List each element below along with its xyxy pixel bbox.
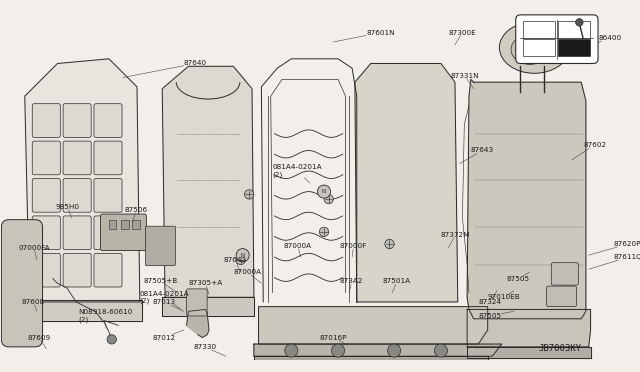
Text: 87643: 87643 xyxy=(224,257,247,272)
FancyBboxPatch shape xyxy=(551,263,579,285)
FancyBboxPatch shape xyxy=(32,179,60,212)
Polygon shape xyxy=(467,310,591,347)
FancyBboxPatch shape xyxy=(94,104,122,137)
Ellipse shape xyxy=(511,35,548,64)
Text: 87330: 87330 xyxy=(193,344,226,356)
Text: N: N xyxy=(322,189,326,194)
Text: 07000FA: 07000FA xyxy=(18,245,50,260)
Text: 87505: 87505 xyxy=(478,311,514,319)
Text: N: N xyxy=(241,253,244,258)
Text: 87000A: 87000A xyxy=(234,269,262,283)
FancyBboxPatch shape xyxy=(94,179,122,212)
Text: 87506: 87506 xyxy=(125,207,148,222)
Text: 87611Q: 87611Q xyxy=(589,254,640,269)
Text: 873A2: 873A2 xyxy=(340,278,364,293)
Text: N08918-60610
(2): N08918-60610 (2) xyxy=(78,309,132,328)
Polygon shape xyxy=(254,344,502,356)
FancyBboxPatch shape xyxy=(63,141,91,175)
Polygon shape xyxy=(25,59,140,302)
FancyBboxPatch shape xyxy=(63,179,91,212)
FancyBboxPatch shape xyxy=(32,104,60,137)
Bar xyxy=(558,22,589,38)
Text: 87372M: 87372M xyxy=(441,232,470,248)
FancyBboxPatch shape xyxy=(94,141,122,175)
Bar xyxy=(524,22,555,38)
Bar xyxy=(121,220,129,229)
Polygon shape xyxy=(355,64,458,302)
Circle shape xyxy=(388,344,401,357)
Text: 87609: 87609 xyxy=(28,334,51,349)
Polygon shape xyxy=(467,79,586,319)
FancyBboxPatch shape xyxy=(32,253,60,287)
Polygon shape xyxy=(467,347,591,358)
Polygon shape xyxy=(22,300,141,321)
Text: 985H0: 985H0 xyxy=(56,203,79,218)
Circle shape xyxy=(575,19,583,26)
Polygon shape xyxy=(163,66,254,297)
FancyBboxPatch shape xyxy=(516,15,598,64)
Text: 87012: 87012 xyxy=(153,330,184,340)
Text: 87620P: 87620P xyxy=(589,241,640,255)
Text: 87608: 87608 xyxy=(22,299,45,311)
FancyBboxPatch shape xyxy=(63,253,91,287)
FancyBboxPatch shape xyxy=(63,104,91,137)
Text: 081A4-0201A
(2): 081A4-0201A (2) xyxy=(273,164,322,183)
Text: 87505+B: 87505+B xyxy=(143,278,178,293)
Text: 87505: 87505 xyxy=(506,272,530,282)
Circle shape xyxy=(319,227,329,237)
FancyBboxPatch shape xyxy=(63,216,91,250)
Bar xyxy=(132,220,140,229)
Polygon shape xyxy=(254,356,488,366)
Text: 87501A: 87501A xyxy=(383,278,411,293)
Text: 87300E: 87300E xyxy=(449,30,476,45)
Circle shape xyxy=(435,344,447,357)
Circle shape xyxy=(285,344,298,357)
FancyBboxPatch shape xyxy=(547,286,577,307)
FancyBboxPatch shape xyxy=(100,214,147,250)
Text: 87643: 87643 xyxy=(460,147,494,164)
Text: 081A4-0201A
(2): 081A4-0201A (2) xyxy=(140,291,189,310)
Polygon shape xyxy=(186,310,209,337)
Text: 87601N: 87601N xyxy=(333,30,395,42)
Text: 87331N: 87331N xyxy=(451,73,479,89)
Bar xyxy=(109,220,116,229)
Circle shape xyxy=(107,335,116,344)
Text: 87000F: 87000F xyxy=(340,243,367,257)
Text: 87013: 87013 xyxy=(153,299,184,311)
Circle shape xyxy=(332,344,344,357)
FancyBboxPatch shape xyxy=(145,226,175,266)
FancyBboxPatch shape xyxy=(94,216,122,250)
FancyBboxPatch shape xyxy=(32,216,60,250)
FancyBboxPatch shape xyxy=(1,220,42,347)
Text: 87640: 87640 xyxy=(123,61,207,77)
Text: 87000A: 87000A xyxy=(284,243,312,257)
Text: 97010EB: 97010EB xyxy=(488,291,520,300)
Polygon shape xyxy=(259,307,488,344)
Text: 87324: 87324 xyxy=(478,291,502,305)
Circle shape xyxy=(324,195,333,204)
Circle shape xyxy=(385,239,394,248)
Ellipse shape xyxy=(499,22,570,73)
Circle shape xyxy=(236,255,246,264)
Text: 87016P: 87016P xyxy=(319,334,348,345)
Bar xyxy=(524,39,555,56)
FancyBboxPatch shape xyxy=(94,253,122,287)
Circle shape xyxy=(317,185,331,198)
Circle shape xyxy=(236,248,249,262)
Text: JB7003KY: JB7003KY xyxy=(538,344,581,353)
Bar xyxy=(558,39,589,56)
Text: 87602: 87602 xyxy=(572,142,606,160)
FancyBboxPatch shape xyxy=(32,141,60,175)
FancyBboxPatch shape xyxy=(186,289,207,316)
Text: 87305+A: 87305+A xyxy=(188,280,223,295)
Text: 86400: 86400 xyxy=(579,35,621,49)
Circle shape xyxy=(244,190,254,199)
Polygon shape xyxy=(163,297,254,316)
